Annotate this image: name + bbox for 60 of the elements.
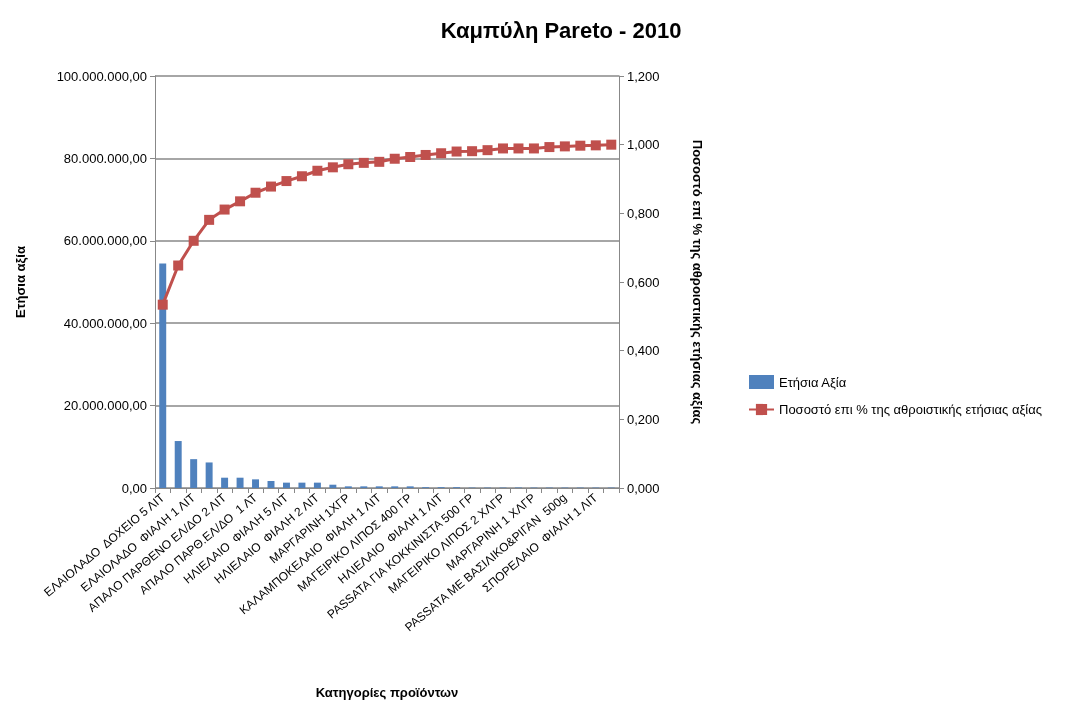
point: [389, 153, 400, 164]
legend-label: Ποσοστό επι % της αθροιστικής ετήσιας αξίας: [779, 402, 1042, 417]
y-axis-title: Ετήσια αξία: [13, 246, 28, 318]
point: [405, 152, 416, 163]
bar: [174, 441, 182, 488]
point: [250, 187, 261, 198]
bar: [282, 482, 290, 488]
x-axis-title: Κατηγορίες προϊόντων: [315, 685, 459, 700]
bar: [313, 482, 321, 488]
y-tick-label: 80.000.000,00: [63, 150, 147, 166]
bar: [236, 477, 244, 488]
point: [559, 141, 570, 152]
point: [173, 260, 184, 271]
point: [590, 140, 601, 151]
point: [343, 159, 354, 170]
point: [482, 145, 493, 156]
point: [575, 140, 586, 151]
point: [513, 143, 524, 154]
y2-tick-label: 0,000: [627, 480, 660, 496]
bar: [298, 482, 306, 488]
y2-tick-label: 0,200: [627, 411, 660, 427]
point: [235, 196, 246, 207]
y-tick-label: 40.000.000,00: [63, 315, 147, 331]
y-tick-label: 20.000.000,00: [63, 398, 147, 414]
point: [358, 157, 369, 168]
y-tick-label: 60.000.000,00: [63, 233, 147, 249]
point: [312, 165, 323, 176]
y2-axis-title: Ποσοστό επί % της αθροιστικής ετήσιας αξίας: [690, 139, 705, 425]
bar: [252, 479, 260, 488]
point: [296, 171, 307, 182]
point: [266, 181, 276, 192]
point: [451, 146, 462, 157]
y-tick-label: 100.000.000,00: [56, 68, 147, 84]
chart-title: Καμπύλη Pareto - 2010: [440, 17, 682, 43]
legend-label: Ετήσια Αξία: [779, 374, 847, 390]
bar: [329, 484, 337, 488]
point: [374, 156, 385, 167]
bar: [159, 263, 167, 488]
point: [528, 143, 539, 154]
y2-tick-label: 1,000: [627, 137, 660, 153]
point: [157, 299, 168, 310]
point: [467, 146, 478, 157]
point: [188, 235, 199, 246]
bar: [205, 462, 213, 488]
bar: [190, 459, 198, 488]
y2-tick-label: 0,800: [627, 205, 660, 221]
point: [204, 214, 215, 225]
point: [498, 143, 508, 154]
point: [327, 162, 338, 173]
y-tick-label: 0,00: [121, 480, 147, 496]
point: [281, 176, 292, 187]
point: [436, 148, 447, 159]
point: [606, 139, 617, 150]
y2-tick-label: 0,400: [627, 343, 660, 359]
point: [544, 142, 555, 153]
bar: [221, 477, 229, 488]
y2-tick-label: 1,200: [627, 68, 660, 84]
point: [219, 204, 230, 215]
y2-tick-label: 0,600: [627, 274, 660, 290]
point: [420, 149, 431, 160]
